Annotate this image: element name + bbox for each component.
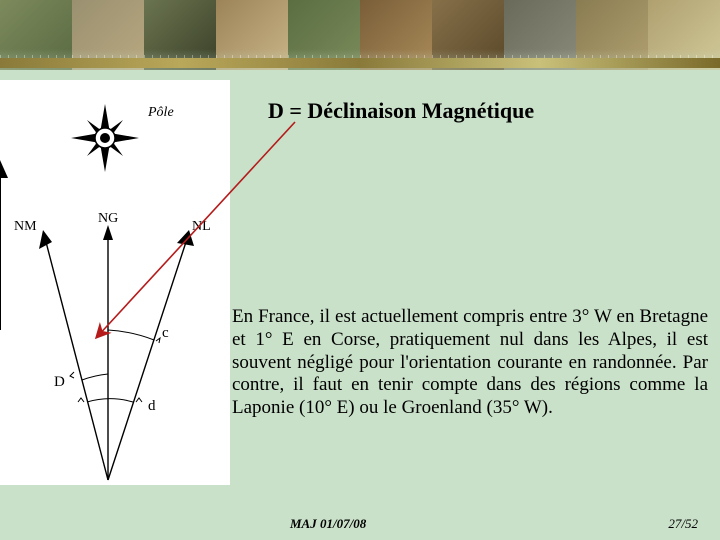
label-c: c bbox=[162, 325, 169, 341]
banner-divider-strip bbox=[0, 58, 720, 68]
body-paragraph: En France, il est actuellement compris e… bbox=[232, 306, 708, 420]
label-D: D bbox=[54, 374, 65, 390]
footer-date: MAJ 01/07/08 bbox=[290, 516, 366, 532]
label-nl: NL bbox=[192, 219, 211, 234]
label-nm: NM bbox=[14, 219, 37, 234]
label-ng: NG bbox=[98, 211, 118, 226]
label-pole: Pôle bbox=[147, 105, 174, 120]
declination-diagram: Pôle NG NM NL D d bbox=[0, 80, 230, 485]
label-d: d bbox=[148, 398, 156, 414]
slide-title: D = Déclinaison Magnétique bbox=[268, 98, 534, 124]
slide: Pôle NG NM NL D d bbox=[0, 0, 720, 540]
footer-page-number: 27/52 bbox=[668, 516, 698, 532]
